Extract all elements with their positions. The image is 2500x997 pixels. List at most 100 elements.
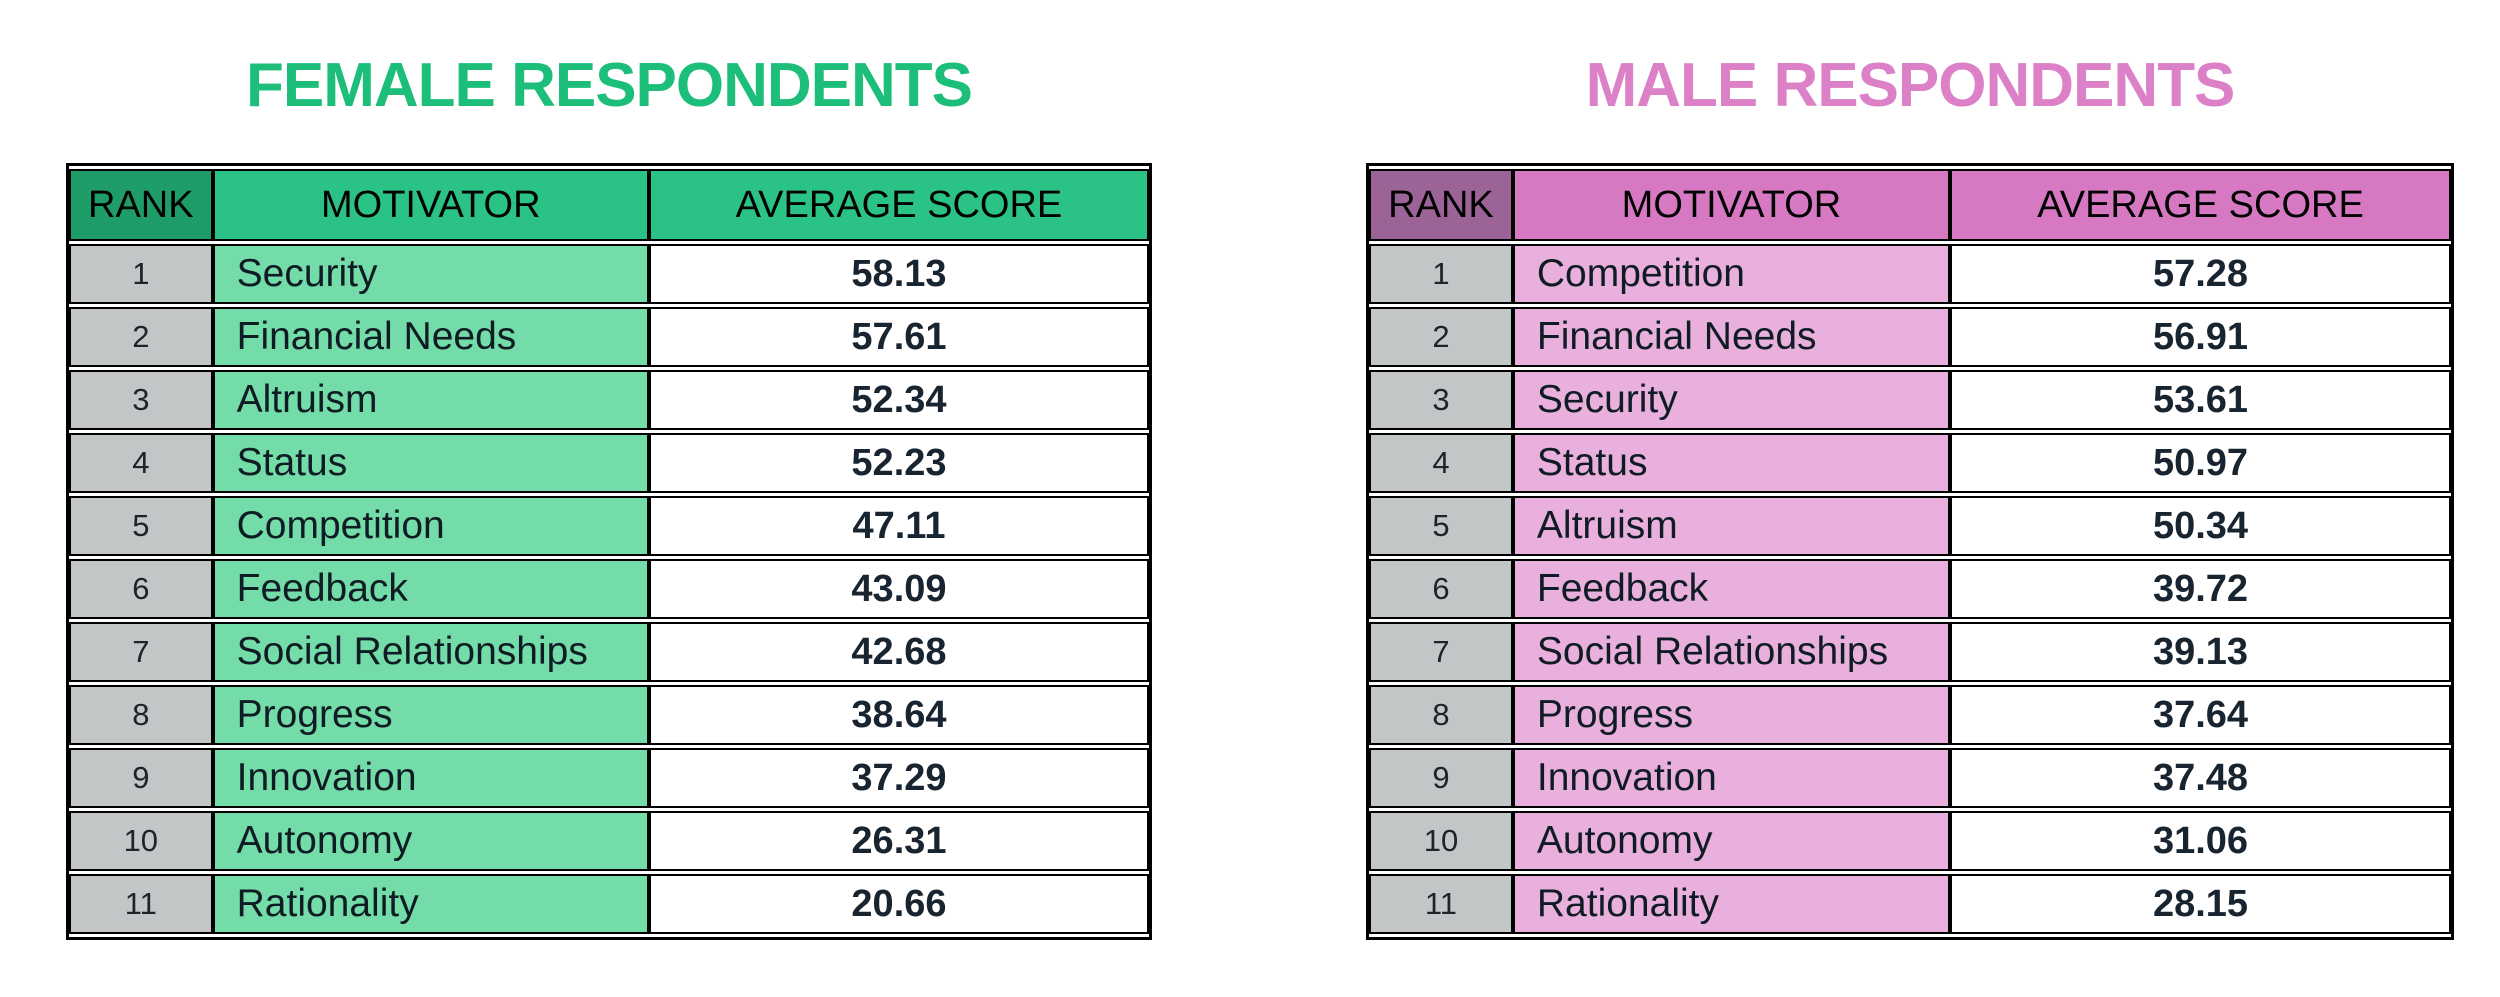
score-cell: 39.13 <box>1950 622 2451 682</box>
score-cell: 42.68 <box>648 622 1149 682</box>
rank-cell: 7 <box>69 622 213 682</box>
motivator-cell: Financial Needs <box>212 307 649 367</box>
score-cell: 39.72 <box>1950 559 2451 619</box>
score-cell: 47.11 <box>648 496 1149 556</box>
rank-cell: 1 <box>69 244 213 304</box>
rank-cell: 11 <box>69 874 213 934</box>
motivator-cell: Financial Needs <box>1512 307 1951 367</box>
rank-cell: 5 <box>69 496 213 556</box>
table-row: 8 Progress 38.64 <box>69 685 1149 745</box>
rank-cell: 2 <box>1369 307 1513 367</box>
table-row: 10 Autonomy 26.31 <box>69 811 1149 871</box>
motivator-column-header: MOTIVATOR <box>212 169 649 241</box>
female-respondents-table: RANK MOTIVATOR AVERAGE SCORE 1 Security 58… <box>66 163 1152 940</box>
header-row: RANK MOTIVATOR AVERAGE SCORE <box>1369 169 2451 241</box>
motivator-cell: Innovation <box>1512 748 1951 808</box>
motivator-cell: Competition <box>212 496 649 556</box>
rank-cell: 2 <box>69 307 213 367</box>
motivator-cell: Altruism <box>212 370 649 430</box>
motivator-cell: Rationality <box>1512 874 1951 934</box>
rank-cell: 10 <box>1369 811 1513 871</box>
score-cell: 52.23 <box>648 433 1149 493</box>
table-row: 2 Financial Needs 57.61 <box>69 307 1149 367</box>
rank-cell: 8 <box>1369 685 1513 745</box>
score-cell: 31.06 <box>1950 811 2451 871</box>
rank-cell: 5 <box>1369 496 1513 556</box>
table-row: 4 Status 50.97 <box>1369 433 2451 493</box>
table-row: 11 Rationality 28.15 <box>1369 874 2451 934</box>
male-respondents-panel: MALE RESPONDENTS RANK MOTIVATOR AVERAGE … <box>1366 0 2454 997</box>
table-row: 5 Altruism 50.34 <box>1369 496 2451 556</box>
motivator-cell: Feedback <box>212 559 649 619</box>
table-row: 10 Autonomy 31.06 <box>1369 811 2451 871</box>
rank-cell: 3 <box>69 370 213 430</box>
motivator-cell: Social Relationships <box>1512 622 1951 682</box>
table-row: 1 Competition 57.28 <box>1369 244 2451 304</box>
table-row: 9 Innovation 37.29 <box>69 748 1149 808</box>
table-row: 2 Financial Needs 56.91 <box>1369 307 2451 367</box>
rank-cell: 4 <box>1369 433 1513 493</box>
score-cell: 56.91 <box>1950 307 2451 367</box>
motivator-cell: Altruism <box>1512 496 1951 556</box>
motivator-cell: Progress <box>1512 685 1951 745</box>
table-row: 1 Security 58.13 <box>69 244 1149 304</box>
score-cell: 53.61 <box>1950 370 2451 430</box>
score-cell: 50.97 <box>1950 433 2451 493</box>
table-row: 7 Social Relationships 39.13 <box>1369 622 2451 682</box>
motivator-cell: Progress <box>212 685 649 745</box>
score-cell: 52.34 <box>648 370 1149 430</box>
female-respondents-title: FEMALE RESPONDENTS <box>245 51 973 120</box>
motivator-cell: Innovation <box>212 748 649 808</box>
score-cell: 26.31 <box>648 811 1149 871</box>
male-respondents-table: RANK MOTIVATOR AVERAGE SCORE 1 Competitio… <box>1366 163 2454 940</box>
score-cell: 57.28 <box>1950 244 2451 304</box>
female-respondents-panel: FEMALE RESPONDENTS RANK MOTIVATOR AVERAG… <box>66 0 1152 997</box>
table-row: 9 Innovation 37.48 <box>1369 748 2451 808</box>
score-cell: 37.64 <box>1950 685 2451 745</box>
score-cell: 20.66 <box>648 874 1149 934</box>
score-cell: 37.29 <box>648 748 1149 808</box>
rank-column-header: RANK <box>1369 169 1513 241</box>
motivator-cell: Security <box>212 244 649 304</box>
rank-cell: 8 <box>69 685 213 745</box>
table-header: RANK MOTIVATOR AVERAGE SCORE <box>1369 169 2451 241</box>
score-cell: 37.48 <box>1950 748 2451 808</box>
rank-cell: 11 <box>1369 874 1513 934</box>
rank-column-header: RANK <box>69 169 213 241</box>
rank-cell: 9 <box>69 748 213 808</box>
score-cell: 43.09 <box>648 559 1149 619</box>
motivator-cell: Status <box>212 433 649 493</box>
average-score-column-header: AVERAGE SCORE <box>1950 169 2451 241</box>
rank-cell: 6 <box>69 559 213 619</box>
header-row: RANK MOTIVATOR AVERAGE SCORE <box>69 169 1149 241</box>
rank-cell: 3 <box>1369 370 1513 430</box>
table-row: 5 Competition 47.11 <box>69 496 1149 556</box>
table-row: 6 Feedback 43.09 <box>69 559 1149 619</box>
motivator-cell: Status <box>1512 433 1951 493</box>
motivator-cell: Autonomy <box>1512 811 1951 871</box>
motivator-cell: Security <box>1512 370 1951 430</box>
table-row: 6 Feedback 39.72 <box>1369 559 2451 619</box>
average-score-column-header: AVERAGE SCORE <box>648 169 1149 241</box>
score-cell: 38.64 <box>648 685 1149 745</box>
motivator-cell: Autonomy <box>212 811 649 871</box>
motivator-cell: Social Relationships <box>212 622 649 682</box>
score-cell: 28.15 <box>1950 874 2451 934</box>
rank-cell: 1 <box>1369 244 1513 304</box>
table-row: 11 Rationality 20.66 <box>69 874 1149 934</box>
motivator-cell: Feedback <box>1512 559 1951 619</box>
table-row: 8 Progress 37.64 <box>1369 685 2451 745</box>
rank-cell: 6 <box>1369 559 1513 619</box>
rank-cell: 10 <box>69 811 213 871</box>
table-row: 3 Security 53.61 <box>1369 370 2451 430</box>
male-respondents-title: MALE RESPONDENTS <box>1585 51 2236 120</box>
motivator-cell: Rationality <box>212 874 649 934</box>
rank-cell: 4 <box>69 433 213 493</box>
score-cell: 58.13 <box>648 244 1149 304</box>
motivator-cell: Competition <box>1512 244 1951 304</box>
table-header: RANK MOTIVATOR AVERAGE SCORE <box>69 169 1149 241</box>
score-cell: 50.34 <box>1950 496 2451 556</box>
table-row: 3 Altruism 52.34 <box>69 370 1149 430</box>
motivator-column-header: MOTIVATOR <box>1512 169 1951 241</box>
table-row: 4 Status 52.23 <box>69 433 1149 493</box>
